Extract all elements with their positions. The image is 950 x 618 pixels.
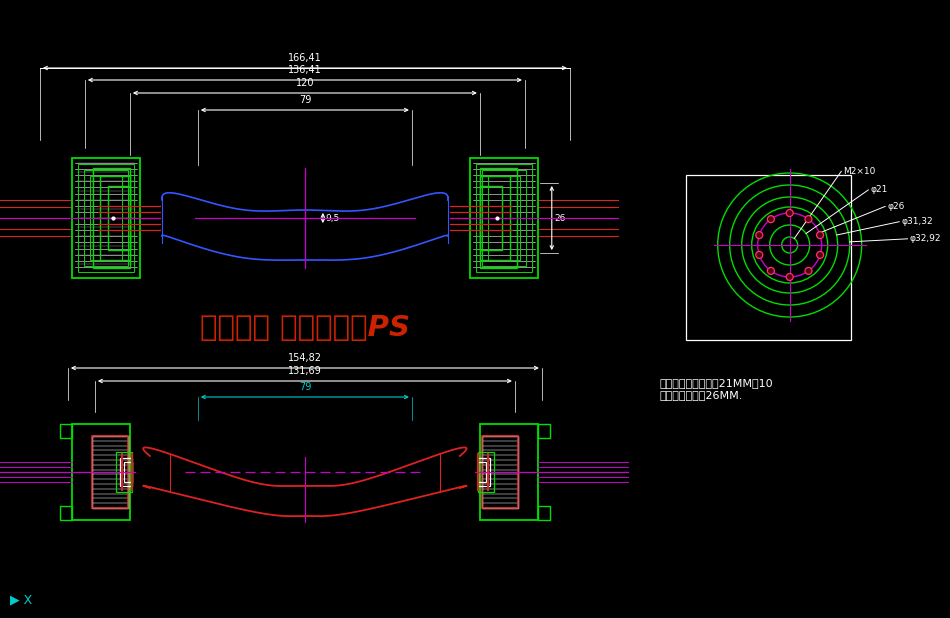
Bar [93, 168, 130, 268]
Text: M2×10: M2×10 [844, 167, 876, 176]
Text: 天成模型 实物拍摄无PS: 天成模型 实物拍摄无PS [200, 314, 409, 342]
Text: 79: 79 [298, 382, 311, 392]
Bar [78, 164, 134, 272]
Bar [538, 506, 550, 520]
Bar [120, 458, 132, 486]
Bar [482, 436, 518, 508]
Bar [538, 424, 550, 438]
Text: 26: 26 [555, 213, 566, 222]
Text: φ21: φ21 [870, 185, 887, 195]
Text: φ31,32: φ31,32 [902, 217, 933, 226]
Circle shape [787, 274, 793, 281]
Bar [478, 452, 494, 492]
Text: 131,69: 131,69 [288, 366, 322, 376]
Bar [480, 186, 502, 250]
Text: φ26: φ26 [887, 202, 904, 211]
Bar [116, 452, 132, 492]
Bar [92, 436, 128, 508]
Bar [482, 170, 525, 266]
Bar [482, 436, 518, 508]
Circle shape [805, 216, 812, 222]
Bar [60, 424, 72, 438]
Bar [100, 176, 130, 260]
Bar [686, 175, 850, 340]
Text: 120: 120 [295, 78, 314, 88]
Bar [480, 176, 510, 260]
Circle shape [756, 252, 763, 258]
Bar [478, 462, 485, 482]
Bar [478, 458, 490, 486]
Circle shape [768, 268, 774, 274]
Bar [84, 170, 128, 266]
Text: 79: 79 [298, 95, 311, 105]
Circle shape [787, 210, 793, 216]
Text: 154,82: 154,82 [288, 353, 322, 363]
Circle shape [805, 268, 812, 274]
Bar [480, 168, 517, 268]
Text: 136,41: 136,41 [288, 65, 322, 75]
Bar [90, 176, 122, 260]
Circle shape [768, 216, 774, 222]
Bar [92, 436, 128, 508]
Circle shape [756, 232, 763, 239]
Bar [476, 164, 532, 272]
Text: 9,5: 9,5 [326, 213, 340, 222]
Bar [60, 506, 72, 520]
Circle shape [817, 232, 824, 239]
Bar [72, 424, 130, 520]
Bar [72, 158, 140, 278]
Bar [480, 424, 538, 520]
Bar [108, 186, 130, 250]
Bar [487, 176, 520, 260]
Bar [124, 462, 132, 482]
Text: φ32,92: φ32,92 [909, 234, 941, 243]
Circle shape [817, 252, 824, 258]
Text: 配套轮毉尺寸，内吡21MM，10
孔，安装孔距离26MM.: 配套轮毉尺寸，内吡21MM，10 孔，安装孔距离26MM. [659, 378, 773, 400]
Text: ▶ X: ▶ X [10, 593, 32, 606]
Text: 166,41: 166,41 [288, 53, 322, 63]
Bar [470, 158, 538, 278]
